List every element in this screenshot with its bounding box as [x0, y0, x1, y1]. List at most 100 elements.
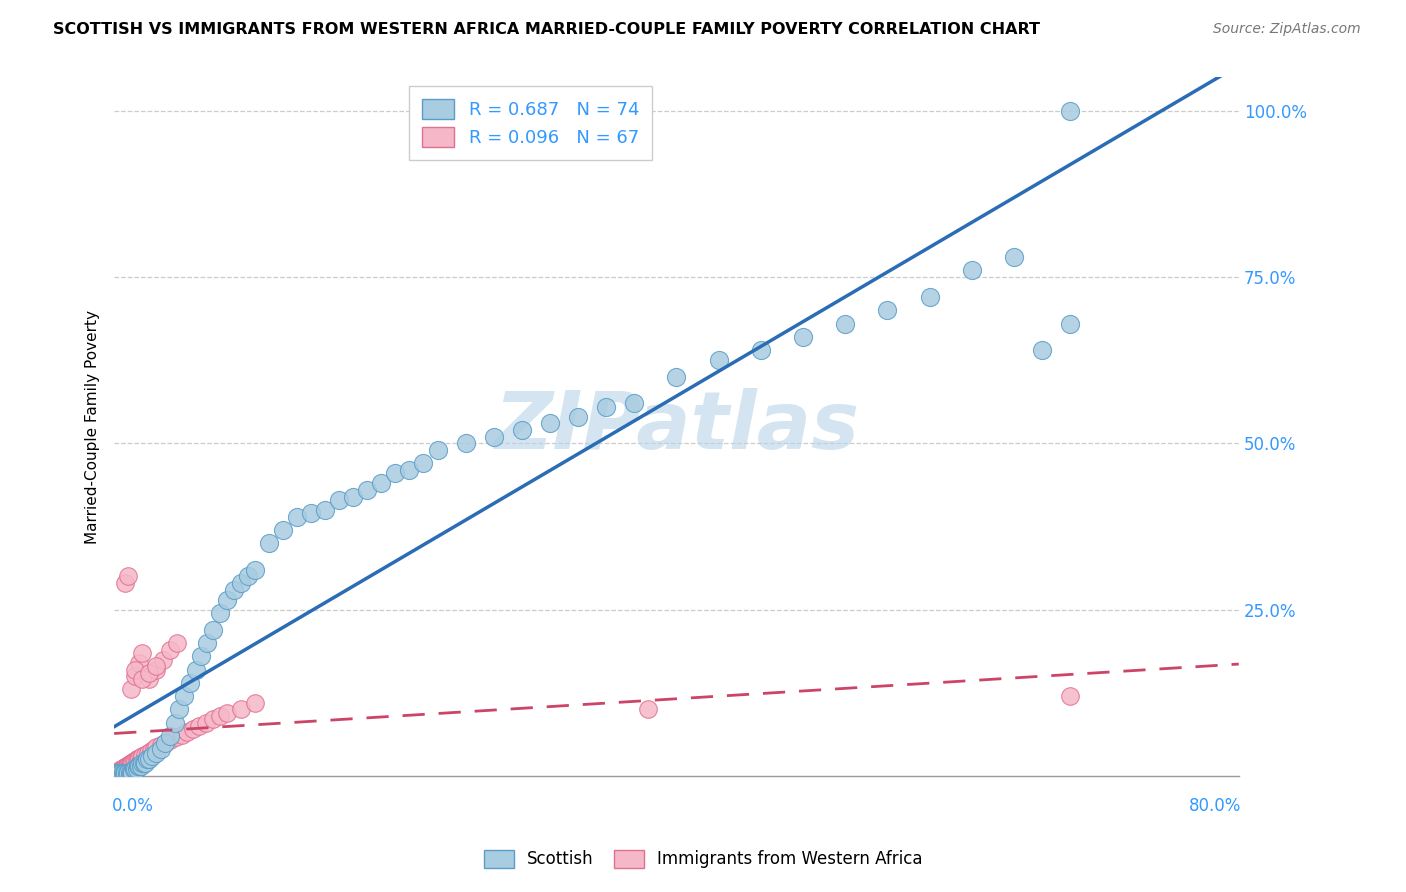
Point	[222, 582, 245, 597]
Point	[201, 623, 224, 637]
Point	[124, 669, 146, 683]
Legend: Scottish, Immigrants from Western Africa: Scottish, Immigrants from Western Africa	[475, 841, 931, 877]
Point	[118, 757, 141, 772]
Point	[112, 765, 135, 780]
Point	[370, 476, 392, 491]
Point	[960, 263, 983, 277]
Point	[398, 463, 420, 477]
Point	[122, 762, 145, 776]
Point	[110, 764, 132, 778]
Point	[1059, 103, 1081, 118]
Point	[115, 759, 138, 773]
Point	[152, 652, 174, 666]
Point	[181, 723, 204, 737]
Point	[111, 762, 134, 776]
Point	[876, 303, 898, 318]
Point	[105, 765, 128, 780]
Point	[115, 759, 138, 773]
Point	[128, 751, 150, 765]
Point	[1059, 317, 1081, 331]
Point	[179, 675, 201, 690]
Point	[138, 752, 160, 766]
Point	[637, 702, 659, 716]
Point	[120, 756, 142, 771]
Point	[149, 739, 172, 753]
Point	[138, 673, 160, 687]
Point	[236, 569, 259, 583]
Point	[707, 353, 730, 368]
Point	[170, 728, 193, 742]
Point	[108, 764, 131, 778]
Point	[184, 663, 207, 677]
Point	[229, 702, 252, 716]
Point	[1031, 343, 1053, 358]
Point	[112, 761, 135, 775]
Point	[110, 765, 132, 780]
Point	[243, 696, 266, 710]
Point	[229, 576, 252, 591]
Point	[104, 767, 127, 781]
Point	[1059, 689, 1081, 703]
Point	[159, 733, 181, 747]
Point	[128, 759, 150, 773]
Point	[215, 706, 238, 720]
Point	[1002, 250, 1025, 264]
Point	[194, 715, 217, 730]
Text: 80.0%: 80.0%	[1188, 797, 1241, 815]
Point	[384, 467, 406, 481]
Legend: R = 0.687   N = 74, R = 0.096   N = 67: R = 0.687 N = 74, R = 0.096 N = 67	[409, 87, 651, 160]
Point	[482, 430, 505, 444]
Point	[134, 747, 156, 762]
Point	[134, 756, 156, 770]
Point	[120, 756, 142, 770]
Point	[131, 749, 153, 764]
Point	[595, 400, 617, 414]
Point	[187, 719, 209, 733]
Point	[153, 736, 176, 750]
Point	[141, 749, 163, 764]
Point	[454, 436, 477, 450]
Point	[190, 649, 212, 664]
Point	[208, 606, 231, 620]
Point	[124, 754, 146, 768]
Point	[131, 756, 153, 770]
Point	[105, 765, 128, 780]
Point	[918, 290, 941, 304]
Point	[138, 665, 160, 680]
Point	[129, 751, 152, 765]
Point	[145, 659, 167, 673]
Point	[114, 765, 136, 780]
Point	[356, 483, 378, 497]
Point	[167, 702, 190, 716]
Point	[165, 731, 187, 745]
Point	[114, 760, 136, 774]
Point	[299, 506, 322, 520]
Point	[145, 740, 167, 755]
Point	[107, 764, 129, 779]
Point	[114, 576, 136, 591]
Point	[159, 642, 181, 657]
Point	[834, 317, 856, 331]
Point	[117, 757, 139, 772]
Point	[125, 762, 148, 776]
Point	[131, 646, 153, 660]
Text: 0.0%: 0.0%	[112, 797, 153, 815]
Point	[135, 752, 157, 766]
Point	[111, 762, 134, 776]
Text: SCOTTISH VS IMMIGRANTS FROM WESTERN AFRICA MARRIED-COUPLE FAMILY POVERTY CORRELA: SCOTTISH VS IMMIGRANTS FROM WESTERN AFRI…	[53, 22, 1040, 37]
Point	[117, 569, 139, 583]
Point	[131, 673, 153, 687]
Point	[567, 409, 589, 424]
Point	[121, 756, 143, 770]
Point	[243, 563, 266, 577]
Point	[117, 765, 139, 780]
Point	[121, 765, 143, 780]
Point	[412, 456, 434, 470]
Point	[163, 715, 186, 730]
Point	[510, 423, 533, 437]
Point	[125, 752, 148, 766]
Point	[314, 503, 336, 517]
Point	[120, 682, 142, 697]
Point	[115, 765, 138, 780]
Point	[118, 756, 141, 771]
